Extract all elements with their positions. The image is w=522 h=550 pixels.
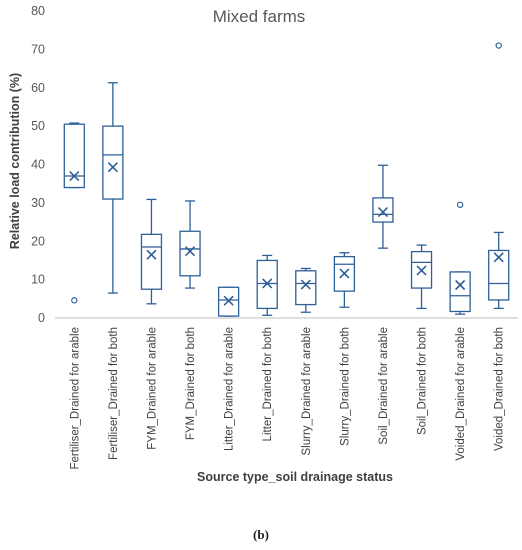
mean-marker [455,279,466,291]
iqr-box [140,233,163,290]
mean-marker [223,295,234,306]
x-tick-label: Soil_Drained for both [417,327,429,435]
x-tick-label: FYM_Drained for arable [146,327,158,450]
mean-marker [262,278,273,289]
y-axis-title: Relative load contribution (%) [8,73,22,249]
y-tick-label: 10 [31,273,45,287]
box-1 [63,122,85,304]
y-tick-label: 80 [31,4,45,18]
x-tick-label: Fertiliser_Drained for both [108,327,120,460]
y-tick-label: 0 [38,311,45,325]
iqr-box [63,123,85,189]
iqr-box [372,197,394,223]
box-series [63,42,510,317]
x-axis-title: Source type_soil drainage status [197,470,393,484]
mean-marker [493,252,504,263]
box-8 [333,252,356,308]
outlier-point [495,42,502,49]
iqr-box [179,230,201,277]
box-6 [256,254,278,316]
box-2 [102,82,124,294]
mean-marker [107,162,118,173]
iqr-box [449,271,471,313]
x-axis: Fertiliser_Drained for arable Fertiliser_… [55,317,518,470]
outlier-point [71,297,78,304]
iqr-box [295,270,317,306]
x-tick-label: Voided_Drained for arable [455,327,467,461]
box-3 [140,198,163,305]
mean-marker [300,279,311,290]
y-tick-label: 20 [31,234,45,248]
mean-marker [69,170,80,182]
box-12 [488,42,510,310]
box-5 [217,286,240,317]
box-9 [372,164,394,249]
chart-title: Mixed farms [213,7,306,26]
y-tick-label: 60 [31,81,45,95]
x-tick-label: Voided_Drained for both [494,327,506,451]
mean-marker [146,249,157,260]
box-plot-chart: 0 10 20 30 40 50 60 70 80 Fertiliser_Drained for… [8,4,518,484]
figure-caption: (b) [0,527,522,543]
mean-marker [377,207,389,218]
x-tick-label: FYM_Drained for both [185,327,197,440]
y-tick-label: 40 [31,158,45,172]
box-11 [449,201,471,315]
mean-marker [339,268,350,279]
mean-marker [416,265,427,276]
x-tick-label: Slurry_Drained for both [339,327,351,446]
y-tick-label: 30 [31,196,45,210]
x-tick-label: Slurry_Drained for arable [301,327,313,455]
x-tick-label: Soil_Drained for arable [378,327,390,445]
y-tick-label: 70 [31,42,45,56]
y-tick-label: 50 [31,119,45,133]
y-axis: 0 10 20 30 40 50 60 70 80 [31,4,45,325]
x-tick-label: Fertiliser_Drained for arable [69,327,81,470]
mean-marker [184,246,196,257]
iqr-box [102,125,124,200]
outlier-point [456,201,464,208]
x-tick-label: Litter_Drained for arable [224,327,236,451]
box-7 [295,267,317,313]
iqr-box [488,249,510,301]
box-10 [410,244,433,310]
x-tick-label: Litter_Drained for both [262,327,274,441]
box-4 [179,200,201,289]
caption-label: (b) [253,527,269,542]
